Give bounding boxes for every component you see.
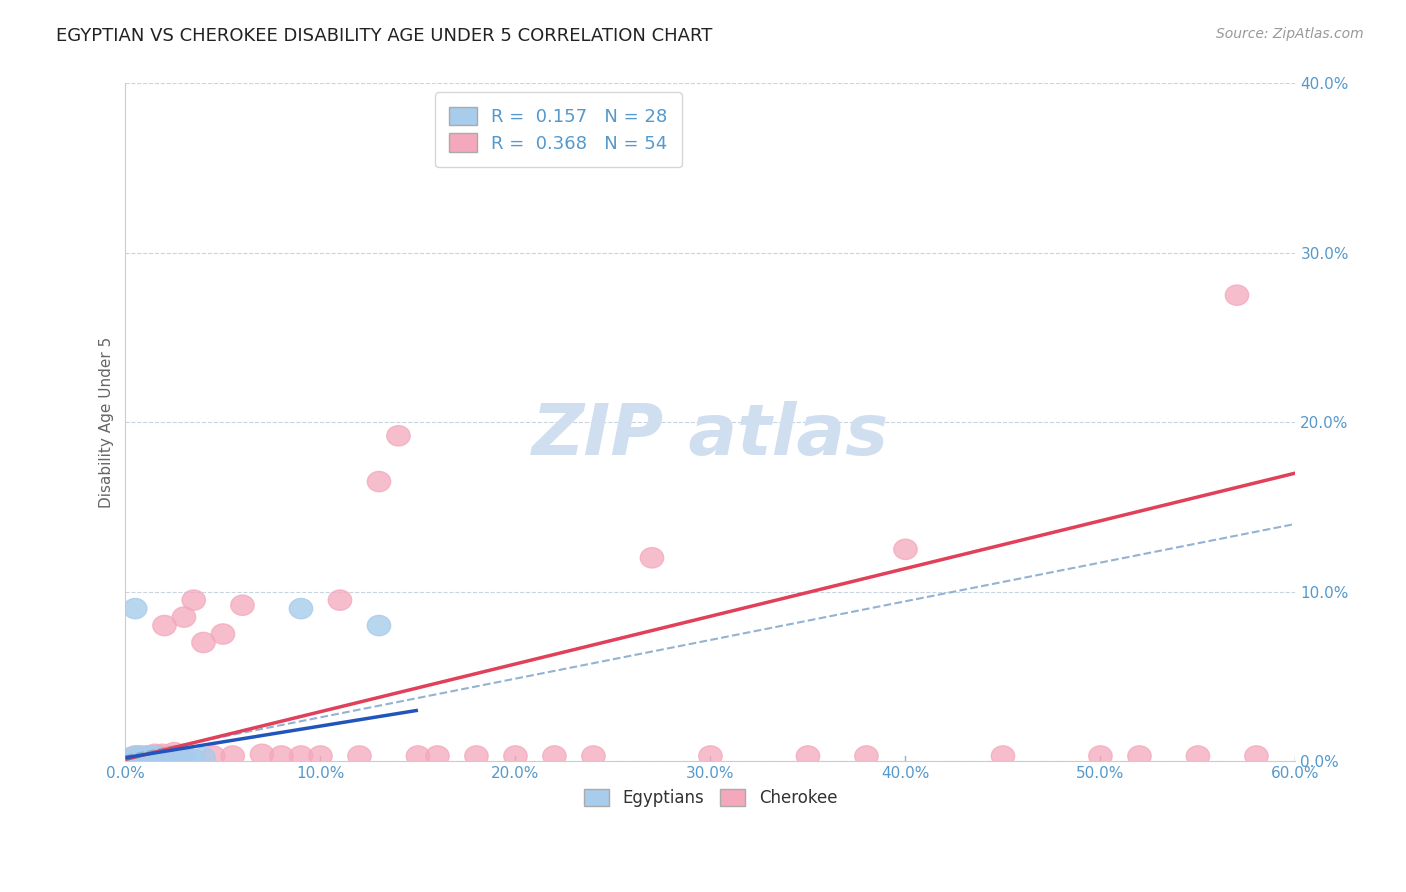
- Ellipse shape: [173, 607, 195, 627]
- Ellipse shape: [135, 746, 159, 766]
- Ellipse shape: [387, 425, 411, 446]
- Ellipse shape: [141, 749, 165, 770]
- Ellipse shape: [1244, 746, 1268, 766]
- Ellipse shape: [367, 471, 391, 491]
- Ellipse shape: [231, 595, 254, 615]
- Ellipse shape: [855, 746, 879, 766]
- Ellipse shape: [426, 746, 449, 766]
- Ellipse shape: [640, 548, 664, 568]
- Ellipse shape: [135, 749, 159, 770]
- Ellipse shape: [169, 747, 191, 768]
- Ellipse shape: [129, 747, 153, 768]
- Ellipse shape: [150, 749, 174, 770]
- Ellipse shape: [120, 749, 143, 770]
- Text: Source: ZipAtlas.com: Source: ZipAtlas.com: [1216, 27, 1364, 41]
- Ellipse shape: [138, 747, 160, 768]
- Ellipse shape: [201, 746, 225, 766]
- Ellipse shape: [124, 746, 146, 766]
- Ellipse shape: [290, 599, 312, 619]
- Y-axis label: Disability Age Under 5: Disability Age Under 5: [100, 336, 114, 508]
- Ellipse shape: [328, 590, 352, 610]
- Ellipse shape: [1088, 746, 1112, 766]
- Ellipse shape: [169, 746, 191, 766]
- Ellipse shape: [120, 747, 143, 768]
- Ellipse shape: [150, 744, 174, 764]
- Ellipse shape: [138, 746, 160, 766]
- Ellipse shape: [156, 746, 180, 766]
- Ellipse shape: [699, 746, 723, 766]
- Ellipse shape: [134, 749, 156, 770]
- Ellipse shape: [121, 749, 145, 770]
- Ellipse shape: [128, 749, 150, 770]
- Ellipse shape: [125, 746, 149, 766]
- Ellipse shape: [139, 746, 163, 766]
- Text: EGYPTIAN VS CHEROKEE DISABILITY AGE UNDER 5 CORRELATION CHART: EGYPTIAN VS CHEROKEE DISABILITY AGE UNDE…: [56, 27, 713, 45]
- Ellipse shape: [1128, 746, 1152, 766]
- Ellipse shape: [134, 747, 156, 768]
- Ellipse shape: [145, 747, 169, 768]
- Ellipse shape: [347, 746, 371, 766]
- Ellipse shape: [309, 746, 332, 766]
- Ellipse shape: [153, 615, 176, 636]
- Ellipse shape: [146, 747, 170, 768]
- Ellipse shape: [465, 746, 488, 766]
- Ellipse shape: [191, 632, 215, 653]
- Ellipse shape: [124, 747, 146, 768]
- Ellipse shape: [138, 749, 160, 770]
- Ellipse shape: [131, 747, 155, 768]
- Ellipse shape: [153, 747, 176, 768]
- Text: ZIP atlas: ZIP atlas: [531, 401, 889, 470]
- Ellipse shape: [796, 746, 820, 766]
- Ellipse shape: [503, 746, 527, 766]
- Ellipse shape: [125, 747, 149, 768]
- Ellipse shape: [894, 539, 917, 559]
- Ellipse shape: [149, 747, 173, 768]
- Ellipse shape: [406, 746, 430, 766]
- Ellipse shape: [250, 744, 274, 764]
- Ellipse shape: [181, 590, 205, 610]
- Ellipse shape: [211, 624, 235, 644]
- Ellipse shape: [139, 747, 163, 768]
- Ellipse shape: [221, 746, 245, 766]
- Ellipse shape: [991, 746, 1015, 766]
- Ellipse shape: [290, 746, 312, 766]
- Ellipse shape: [582, 746, 605, 766]
- Ellipse shape: [143, 744, 166, 764]
- Ellipse shape: [141, 747, 165, 768]
- Ellipse shape: [163, 749, 186, 770]
- Ellipse shape: [156, 749, 180, 770]
- Ellipse shape: [146, 746, 170, 766]
- Ellipse shape: [191, 747, 215, 768]
- Ellipse shape: [124, 599, 146, 619]
- Ellipse shape: [1225, 285, 1249, 305]
- Ellipse shape: [121, 749, 145, 770]
- Ellipse shape: [128, 749, 150, 770]
- Ellipse shape: [1187, 746, 1209, 766]
- Ellipse shape: [173, 746, 195, 766]
- Ellipse shape: [181, 749, 205, 770]
- Ellipse shape: [143, 746, 166, 766]
- Legend: Egyptians, Cherokee: Egyptians, Cherokee: [576, 782, 844, 814]
- Ellipse shape: [270, 746, 294, 766]
- Ellipse shape: [163, 742, 186, 763]
- Ellipse shape: [120, 747, 143, 768]
- Ellipse shape: [129, 746, 153, 766]
- Ellipse shape: [145, 749, 169, 770]
- Ellipse shape: [367, 615, 391, 636]
- Ellipse shape: [543, 746, 567, 766]
- Ellipse shape: [131, 749, 155, 770]
- Ellipse shape: [118, 749, 141, 770]
